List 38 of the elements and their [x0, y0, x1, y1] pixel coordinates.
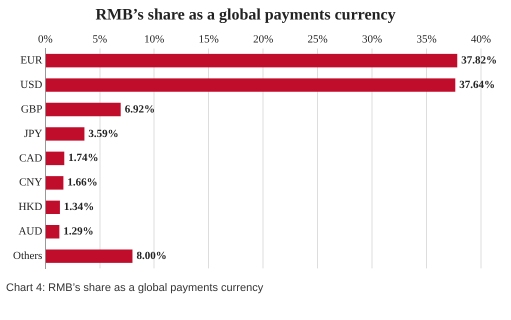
bar: [46, 249, 132, 263]
x-tick-label: 35%: [416, 34, 437, 46]
y-tick-label: CNY: [19, 176, 42, 189]
bar: [46, 78, 456, 92]
data-label: 1.29%: [63, 226, 94, 238]
x-tick-label: 10%: [144, 34, 164, 46]
data-label: 1.34%: [64, 201, 94, 214]
chart-title: RMB’s share as a global payments currency: [95, 6, 396, 24]
x-tick-label: 40%: [470, 34, 492, 46]
data-label: 37.64%: [459, 78, 496, 91]
y-tick-label: AUD: [18, 226, 42, 238]
data-label: 37.82%: [461, 54, 498, 66]
data-label: 8.00%: [136, 250, 167, 262]
bar: [46, 127, 84, 141]
data-label: 1.66%: [67, 176, 98, 189]
x-tick-label: 5%: [92, 34, 108, 46]
y-tick-label: GBP: [20, 103, 42, 116]
x-tick-label: 25%: [308, 34, 328, 46]
x-tick-label: 30%: [362, 34, 382, 46]
y-tick-label: USD: [20, 78, 42, 91]
y-tick-label: EUR: [20, 54, 43, 67]
data-label: 1.74%: [68, 152, 99, 164]
bar: [46, 176, 64, 190]
bar: [46, 152, 64, 166]
y-tick-label: JPY: [24, 128, 42, 140]
data-label: 3.59%: [88, 128, 119, 140]
bar: [46, 225, 60, 238]
data-label: 6.92%: [124, 103, 155, 116]
x-tick-label: 15%: [198, 34, 219, 46]
bar: [46, 102, 121, 116]
x-tick-label: 20%: [253, 34, 274, 46]
x-tick-label: 0%: [38, 34, 53, 46]
y-tick-label: Others: [13, 250, 42, 262]
y-tick-label: HKD: [18, 201, 42, 214]
bar: [46, 54, 458, 68]
caption: Chart 4: RMB’s share as a global payments currency: [6, 282, 264, 294]
y-tick-label: CAD: [19, 152, 42, 164]
bar: [46, 200, 60, 214]
